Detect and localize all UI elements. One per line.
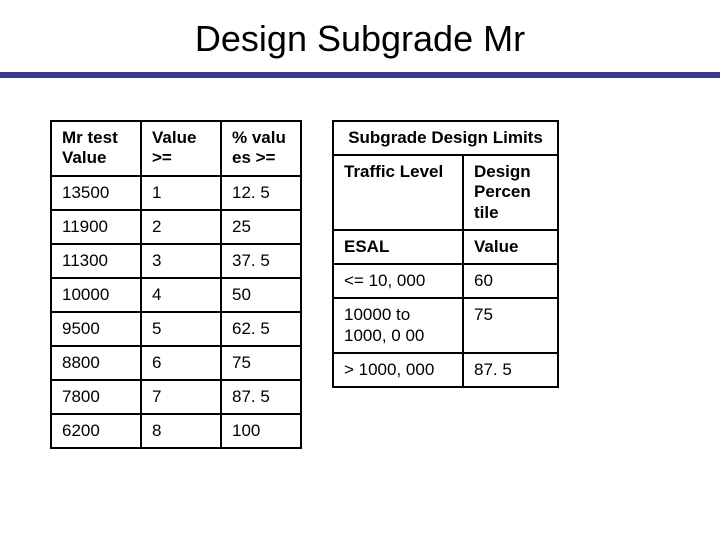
cell: 6 (141, 346, 221, 380)
cell: 62. 5 (221, 312, 301, 346)
cell: 87. 5 (221, 380, 301, 414)
cell: 1 (141, 176, 221, 210)
cell: 4 (141, 278, 221, 312)
table-row: 10000 4 50 (51, 278, 301, 312)
right-subheader-value: Value (463, 230, 558, 264)
right-table-header-row: Traffic Level Design Percen tile (333, 155, 558, 230)
content-area: Mr test Value Value >= % valu es >= 1350… (0, 120, 720, 540)
right-table-wrap: Subgrade Design Limits Traffic Level Des… (332, 120, 559, 520)
table-row: <= 10, 000 60 (333, 264, 558, 298)
cell: > 1000, 000 (333, 353, 463, 387)
cell: 50 (221, 278, 301, 312)
table-row: 10000 to 1000, 0 00 75 (333, 298, 558, 353)
left-table-body: 13500 1 12. 5 11900 2 25 11300 3 37. 5 1… (51, 176, 301, 448)
left-header-value: Value >= (141, 121, 221, 176)
cell: 6200 (51, 414, 141, 448)
cell: 11900 (51, 210, 141, 244)
cell: 87. 5 (463, 353, 558, 387)
cell: 10000 to 1000, 0 00 (333, 298, 463, 353)
cell: 25 (221, 210, 301, 244)
table-row: 11900 2 25 (51, 210, 301, 244)
right-table-body: <= 10, 000 60 10000 to 1000, 0 00 75 > 1… (333, 264, 558, 387)
cell: 8 (141, 414, 221, 448)
cell: 3 (141, 244, 221, 278)
right-subheader-esal: ESAL (333, 230, 463, 264)
table-row: 6200 8 100 (51, 414, 301, 448)
left-table: Mr test Value Value >= % valu es >= 1350… (50, 120, 302, 449)
title-region: Design Subgrade Mr (0, 0, 720, 60)
cell: 8800 (51, 346, 141, 380)
table-row: 7800 7 87. 5 (51, 380, 301, 414)
cell: 100 (221, 414, 301, 448)
cell: 12. 5 (221, 176, 301, 210)
cell: 9500 (51, 312, 141, 346)
right-header-percentile: Design Percen tile (463, 155, 558, 230)
left-header-percent: % valu es >= (221, 121, 301, 176)
table-row: > 1000, 000 87. 5 (333, 353, 558, 387)
cell: 7800 (51, 380, 141, 414)
cell: <= 10, 000 (333, 264, 463, 298)
right-table-span-row: Subgrade Design Limits (333, 121, 558, 155)
table-row: 11300 3 37. 5 (51, 244, 301, 278)
cell: 75 (463, 298, 558, 353)
left-table-wrap: Mr test Value Value >= % valu es >= 1350… (50, 120, 302, 520)
right-header-traffic: Traffic Level (333, 155, 463, 230)
cell: 60 (463, 264, 558, 298)
title-underline (0, 72, 720, 78)
cell: 10000 (51, 278, 141, 312)
cell: 5 (141, 312, 221, 346)
cell: 13500 (51, 176, 141, 210)
right-table: Subgrade Design Limits Traffic Level Des… (332, 120, 559, 388)
cell: 2 (141, 210, 221, 244)
left-header-mrtest: Mr test Value (51, 121, 141, 176)
table-row: 13500 1 12. 5 (51, 176, 301, 210)
page-title: Design Subgrade Mr (0, 18, 720, 60)
cell: 7 (141, 380, 221, 414)
table-row: 8800 6 75 (51, 346, 301, 380)
right-span-header: Subgrade Design Limits (333, 121, 558, 155)
right-table-subheader-row: ESAL Value (333, 230, 558, 264)
left-table-header-row: Mr test Value Value >= % valu es >= (51, 121, 301, 176)
cell: 37. 5 (221, 244, 301, 278)
cell: 75 (221, 346, 301, 380)
cell: 11300 (51, 244, 141, 278)
table-row: 9500 5 62. 5 (51, 312, 301, 346)
